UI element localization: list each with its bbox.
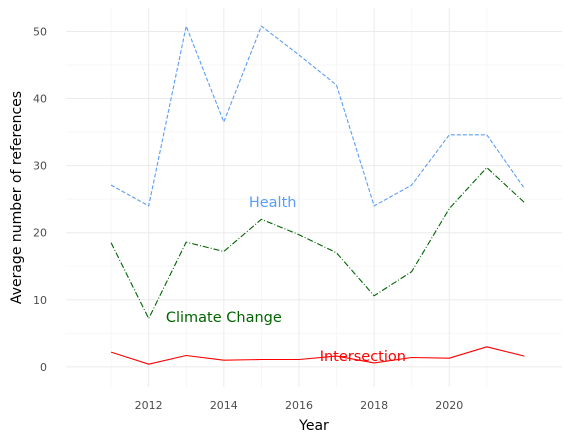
x-tick-label: 2012 <box>135 399 163 412</box>
y-axis-ticks: 0 10 20 30 40 50 <box>33 25 47 373</box>
y-tick-label: 20 <box>33 227 47 240</box>
series-line-intersection <box>110 346 525 365</box>
y-axis-title: Average number of references <box>9 91 25 304</box>
x-tick-label: 2016 <box>285 399 313 412</box>
series-label-climate-change: Climate Change <box>166 310 282 326</box>
y-tick-label: 40 <box>33 93 47 106</box>
series-label-intersection: Intersection <box>320 349 406 365</box>
y-tick-label: 50 <box>33 25 47 38</box>
series-label-health: Health <box>249 195 297 211</box>
series-labels: Health Climate Change Intersection <box>166 195 406 365</box>
y-tick-label: 30 <box>33 160 47 173</box>
series-lines <box>110 25 525 365</box>
x-axis-title: Year <box>298 418 329 434</box>
x-tick-label: 2014 <box>210 399 238 412</box>
x-axis-ticks: 2012 2014 2016 2018 2020 <box>135 399 464 412</box>
x-tick-label: 2018 <box>360 399 388 412</box>
y-tick-label: 10 <box>33 294 47 307</box>
series-line-climate-change <box>110 167 525 320</box>
y-tick-label: 0 <box>40 361 47 374</box>
series-line-health <box>110 25 525 207</box>
grid <box>66 8 562 387</box>
x-tick-label: 2020 <box>435 399 463 412</box>
